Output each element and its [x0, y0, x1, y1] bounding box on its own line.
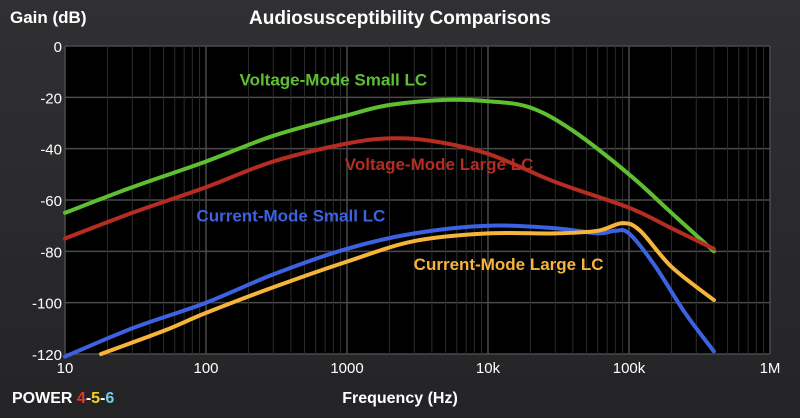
x-tick-label: 100k: [613, 360, 646, 377]
y-tick-label: 0: [54, 39, 62, 56]
series-label-2: Voltage-Mode Large LC: [345, 155, 534, 174]
chart-title: Audiosusceptibility Comparisons: [249, 8, 551, 29]
x-tick-label: 10: [57, 360, 74, 377]
series-line-4: [99, 221, 716, 356]
y-tick-label: -60: [40, 193, 62, 210]
brand-digit-6: 6: [105, 390, 115, 407]
x-tick-label: 100: [193, 360, 218, 377]
series-lines: [63, 97, 716, 359]
x-tick-label: 1000: [330, 360, 363, 377]
grid-lines: [64, 45, 771, 355]
brand-digit-4: 4: [76, 390, 86, 407]
series-line-1: [63, 97, 716, 254]
brand-word: POWER: [12, 390, 73, 407]
y-tick-label: -20: [40, 90, 62, 107]
y-tick-label: -100: [32, 296, 62, 313]
x-tick-label: 1M: [760, 360, 781, 377]
x-axis-title: Frequency (Hz): [342, 390, 458, 407]
brand-separator: -: [85, 390, 92, 407]
series-label-3: Current-Mode Small LC: [196, 206, 385, 225]
series-labels: Voltage-Mode Small LC Voltage-Mode Large …: [196, 70, 603, 274]
series-line-3: [63, 223, 716, 359]
brand-separator: -: [100, 390, 106, 407]
brand-logo: POWER 4-5-6: [12, 390, 114, 408]
series-label-1: Voltage-Mode Small LC: [240, 70, 428, 89]
brand-digit-5: 5: [91, 390, 101, 407]
series-label-4: Current-Mode Large LC: [414, 255, 604, 274]
y-tick-label: -40: [40, 142, 62, 159]
x-tick-label: 10k: [476, 360, 501, 377]
series-line-2: [63, 136, 716, 251]
y-axis-title: Gain (dB): [10, 8, 87, 27]
y-tick-label: -120: [32, 347, 62, 364]
y-tick-label: -80: [40, 244, 62, 261]
